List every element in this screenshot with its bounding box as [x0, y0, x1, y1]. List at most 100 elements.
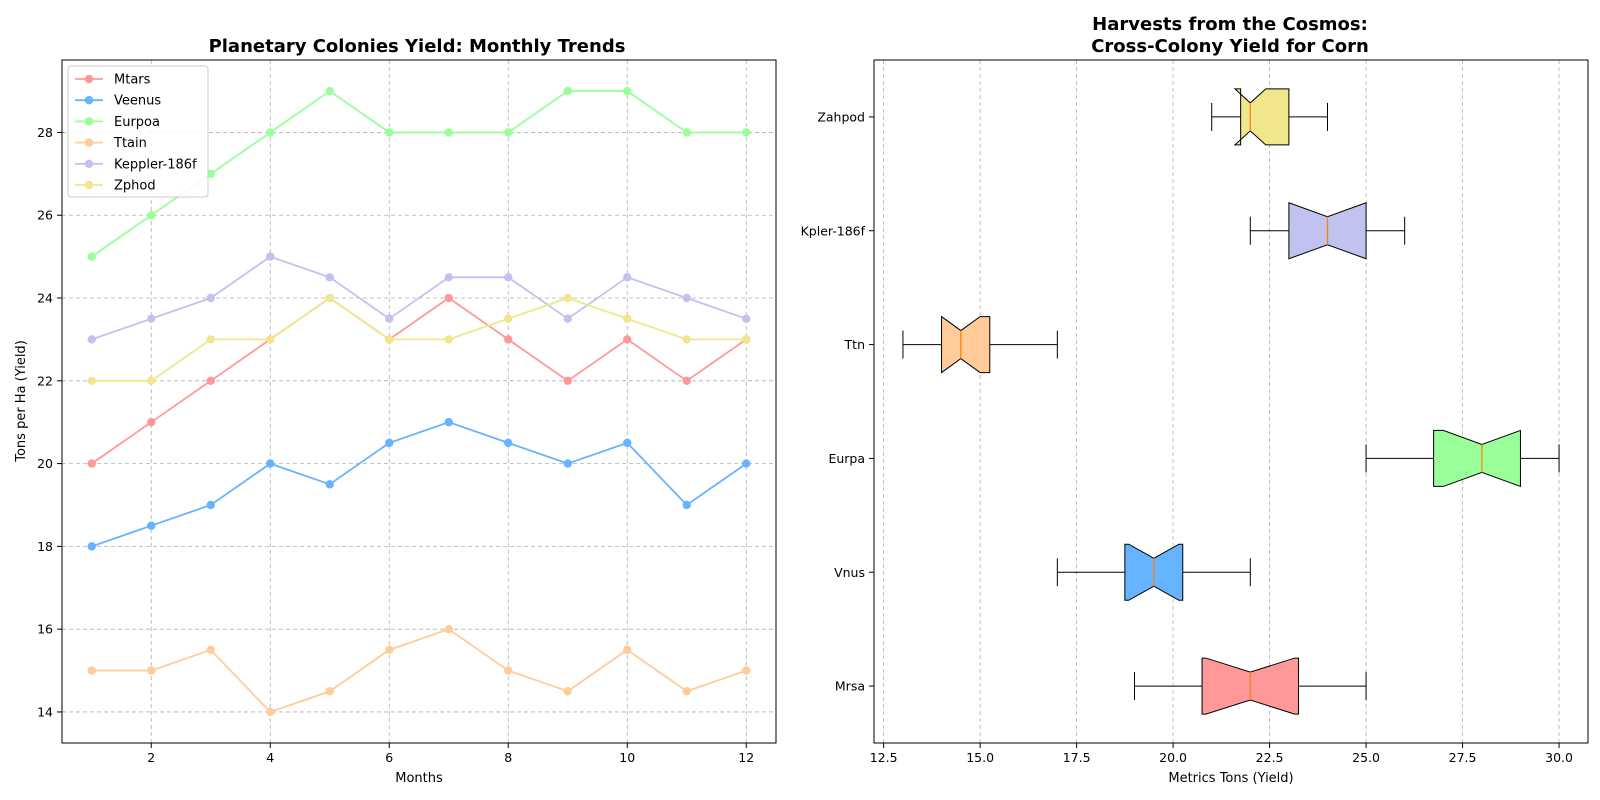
data-point: [147, 376, 156, 386]
data-point: [266, 707, 275, 717]
data-point: [563, 459, 572, 468]
x-tick-label: 17.5: [1063, 750, 1091, 765]
data-point: [504, 273, 513, 282]
data-point: [504, 438, 513, 448]
y-tick-label: 18: [37, 539, 53, 554]
series-line: [91, 296, 747, 465]
legend-entry: Veenus: [75, 94, 161, 109]
data-point: [87, 542, 96, 551]
legend-entry: Keppler-186f: [75, 157, 197, 172]
y-tick-label: Mrsa: [835, 679, 865, 694]
box-mrsa: [1134, 657, 1367, 715]
box-chart-title-line-2: Cross-Colony Yield for Corn: [1091, 36, 1369, 57]
data-point: [682, 335, 691, 344]
y-tick-label: Kpler-186f: [801, 223, 866, 238]
data-point: [504, 666, 513, 675]
series-line: [91, 255, 747, 341]
y-tick-label: 24: [37, 291, 53, 306]
series-zphod: [87, 293, 751, 386]
x-tick-label: 15.0: [966, 750, 994, 765]
y-tick-label: Vnus: [834, 565, 865, 580]
data-point: [325, 86, 334, 96]
data-point: [623, 86, 632, 96]
data-point: [444, 624, 453, 634]
box-chart-frame: [873, 59, 1589, 744]
legend-entry: Mtars: [75, 73, 151, 88]
data-point: [385, 438, 394, 448]
data-point: [266, 252, 275, 261]
box-chart-boxes: [902, 88, 1560, 715]
box-chart-xlabel: Metrics Tons (Yield): [1168, 771, 1293, 786]
data-point: [147, 417, 156, 427]
data-point: [742, 666, 751, 675]
x-tick-label: 22.5: [1256, 750, 1284, 765]
data-point: [385, 645, 394, 655]
y-tick-label: 16: [37, 622, 53, 637]
legend-label: Keppler-186f: [114, 157, 197, 172]
box-body: [1233, 88, 1290, 146]
legend-label: Zphod: [114, 179, 156, 194]
data-point: [87, 459, 96, 468]
data-point: [623, 314, 632, 323]
data-point: [623, 273, 632, 282]
data-point: [325, 293, 334, 303]
data-point: [563, 376, 572, 386]
x-tick-label: 12.5: [870, 750, 898, 765]
box-eurpa: [1365, 429, 1560, 488]
legend-label: Ttain: [113, 136, 147, 151]
y-tick-label: Zahpod: [817, 109, 865, 124]
line-chart-ylabel: Tons per Ha (Yield): [14, 340, 29, 463]
data-point: [147, 521, 156, 530]
data-point: [147, 211, 156, 220]
box-chart-title-line-1: Harvests from the Cosmos:: [1092, 14, 1368, 35]
legend-entry: Eurpoa: [75, 115, 160, 130]
line-chart: Planetary Colonies Yield: Monthly Trends…: [14, 36, 777, 786]
legend-entry: Zphod: [75, 179, 156, 194]
data-point: [385, 128, 394, 137]
y-tick-label: 22: [37, 373, 53, 388]
data-point: [504, 335, 513, 344]
legend-marker: [84, 96, 94, 105]
data-point: [385, 335, 394, 344]
y-tick-label: 26: [37, 208, 53, 223]
legend-marker: [84, 74, 94, 84]
box-body: [941, 315, 991, 374]
data-point: [87, 376, 96, 386]
data-point: [325, 273, 334, 282]
box-chart-grid: [883, 60, 1560, 743]
box-chart-ticks: 12.5 15.0 17.5 20.0 22.5 25.0 27.5 30.0 Mrsa Vnus…: [801, 109, 1573, 765]
x-tick-label: 2: [147, 750, 155, 765]
legend-marker: [84, 117, 94, 126]
box-chart: Harvests from the Cosmos: Cross-Colony Y…: [801, 14, 1589, 786]
x-tick-label: 30.0: [1545, 750, 1573, 765]
data-point: [147, 666, 156, 675]
data-point: [147, 314, 156, 323]
data-point: [444, 128, 453, 137]
series-veenus: [87, 417, 751, 551]
data-point: [206, 335, 215, 344]
y-tick-label: 28: [37, 125, 53, 140]
data-point: [563, 86, 572, 96]
data-point: [206, 376, 215, 386]
box-body: [1433, 429, 1521, 488]
x-tick-label: 25.0: [1352, 750, 1380, 765]
line-chart-legend: Mtars Veenus Eurpoa Ttain Keppler-186f Zphod: [67, 65, 209, 198]
x-tick-label: 4: [266, 750, 274, 765]
data-point: [87, 666, 96, 675]
data-point: [504, 128, 513, 137]
x-tick-label: 27.5: [1449, 750, 1477, 765]
line-chart-frame: [61, 59, 777, 744]
data-point: [563, 314, 572, 323]
data-point: [623, 335, 632, 344]
data-point: [206, 293, 215, 303]
series-keppler-186f: [87, 252, 751, 344]
data-point: [504, 314, 513, 323]
legend-marker: [84, 159, 94, 168]
data-point: [742, 335, 751, 344]
data-point: [682, 293, 691, 303]
box-zahpod: [1211, 88, 1328, 146]
data-point: [206, 500, 215, 510]
data-point: [742, 314, 751, 323]
